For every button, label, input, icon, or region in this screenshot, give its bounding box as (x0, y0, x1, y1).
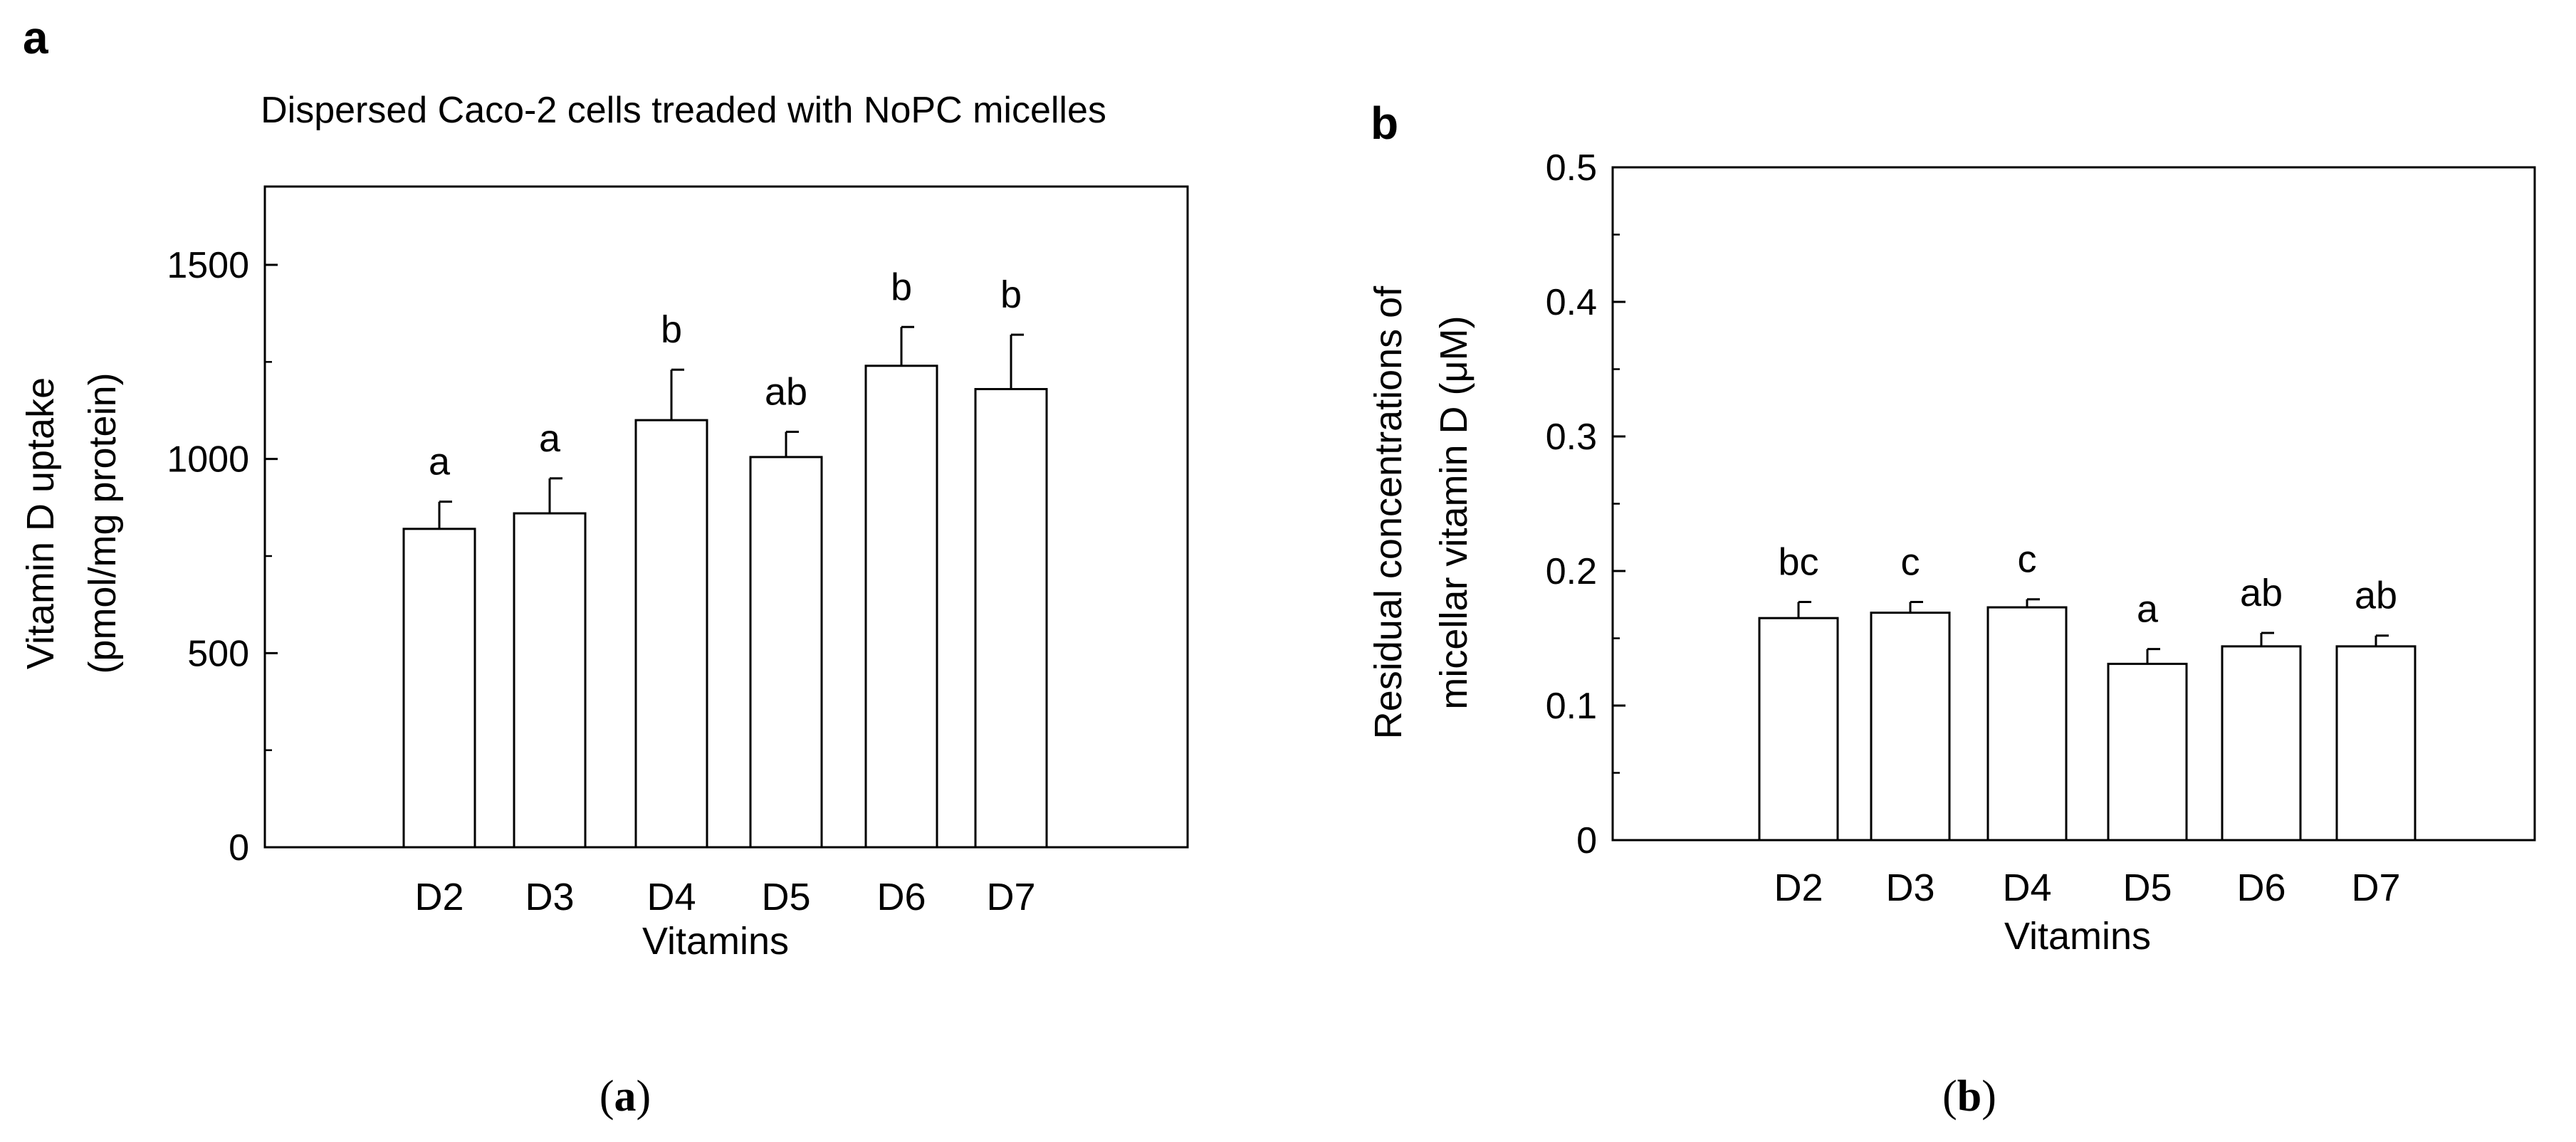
panel-a-y-tick-label: 500 (187, 633, 249, 674)
panel-b-y-axis-label-line1: Residual concentrations of (1367, 286, 1410, 739)
panel-b-significance-letter: bc (1778, 540, 1818, 583)
panel-a-bar-d3 (513, 512, 587, 849)
panel-a-significance-letter: b (891, 266, 912, 308)
panel-b-bars: bc c c a ab ab (1758, 538, 2417, 842)
panel-a-bar-d7 (974, 388, 1048, 849)
panel-b-bar-d3 (1870, 612, 1951, 842)
panel-a-chart: a Dispersed Caco-2 cells treaded with No… (19, 12, 1189, 963)
panel-a-significance-letter: b (661, 308, 682, 351)
panel-a-significance-letter: ab (765, 370, 807, 413)
caption-a: (a) (600, 1072, 651, 1121)
panel-b-chart: b 00.10.20.30.40.5 bc c ca ab ab D2 D3 D4 D5 D6 D… (1367, 98, 2536, 958)
panel-a-y-tick-label: 0 (229, 827, 249, 869)
caption-a-letter: a (614, 1072, 637, 1121)
panel-b-y-tick-label: 0.5 (1546, 147, 1597, 189)
panel-a-bar-d4 (634, 419, 708, 849)
panel-a-x-axis-label: Vitamins (642, 920, 789, 963)
panel-b-bar-d2 (1758, 617, 1839, 842)
panel-b-category-labels: D2 D3 D4 D5 D6 D7 (1774, 866, 2400, 909)
panel-b-category-label: D2 (1774, 866, 1823, 909)
panel-a-significance-letter: a (539, 417, 561, 460)
panel-b-significance-letter: a (2137, 588, 2159, 631)
panel-a-category-label: D6 (876, 876, 926, 918)
panel-b-y-tick-label: 0.2 (1546, 551, 1597, 592)
panel-a-y-axis-label-line2: (pmol/mg protein) (81, 372, 124, 674)
panel-b-y-tick-label: 0 (1576, 820, 1597, 861)
panel-a-category-label: D2 (414, 876, 464, 918)
panel-b-bar-d5 (2107, 662, 2188, 842)
panel-a-letter: a (23, 12, 48, 63)
caption-b: (b) (1942, 1072, 1996, 1121)
panel-b-y-tick-label: 0.1 (1546, 686, 1597, 727)
panel-a-bar-d2 (402, 528, 476, 849)
panel-b-bar-d4 (1986, 606, 2068, 842)
panel-a-y-axis-label-line1: Vitamin D uptake (19, 377, 62, 669)
panel-b-x-axis-label: Vitamins (2004, 915, 2151, 958)
panel-b-category-label: D5 (2122, 866, 2172, 909)
panel-b-y-axis: 0 0.1 0.2 0.3 0.4 0.5 (1546, 147, 1625, 861)
panel-b-bar-d6 (2221, 645, 2302, 842)
panel-a-significance-letter: a (429, 441, 451, 483)
panel-b-significance-letter: ab (2355, 575, 2397, 617)
panel-a-y-axis: 0 500 1000 1500 (167, 245, 278, 869)
panel-b-category-label: D3 (1885, 866, 1934, 909)
panel-a-bar-d5 (749, 456, 823, 849)
panel-a-y-tick-label: 1000 (167, 439, 249, 481)
panel-a-category-label: D4 (646, 876, 696, 918)
panel-b-significance-letter: c (2018, 538, 2037, 581)
panel-b-y-tick-label: 0.4 (1546, 282, 1597, 323)
panel-b-category-label: D4 (2002, 866, 2051, 909)
panel-b-y-tick-label: 0.3 (1546, 417, 1597, 458)
panel-a-category-label: D3 (525, 876, 574, 918)
caption-b-letter: b (1957, 1072, 1981, 1121)
panel-a-plot-frame (263, 185, 1189, 849)
panel-a-category-label: D7 (986, 876, 1035, 918)
panel-a-title: Dispersed Caco-2 cells treaded with NoPC… (261, 90, 1106, 131)
panel-b-category-label: D6 (2236, 866, 2286, 909)
panel-b-y-axis-label-line2: micellar vitamin D (μM) (1433, 315, 1475, 709)
panel-b-significance-letter: c (1901, 540, 1920, 583)
panel-a-category-labels: D2 D3 D4 D5 D6 D7 (414, 876, 1035, 918)
panel-b-letter: b (1371, 98, 1398, 149)
panel-b-significance-letter: ab (2240, 572, 2283, 614)
panel-a-y-tick-label: 1500 (167, 245, 249, 286)
panel-b-bar-d7 (2335, 645, 2417, 842)
panel-b-category-label: D7 (2351, 866, 2400, 909)
panel-a-category-label: D5 (761, 876, 810, 918)
panel-a-significance-letter: b (1000, 273, 1022, 316)
panel-a-bar-d6 (864, 365, 938, 849)
